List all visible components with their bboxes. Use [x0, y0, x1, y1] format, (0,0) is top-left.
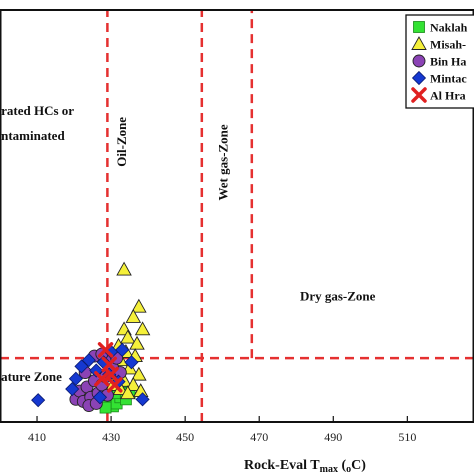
x-axis-title-subscript: max [320, 464, 338, 474]
point-series-1-5 [119, 329, 136, 344]
point-series-1-0 [116, 261, 132, 276]
legend-label-1: Misah- [430, 38, 466, 52]
legend-marker-0 [413, 21, 425, 33]
legend-marker-1 [411, 36, 427, 50]
point-series-3-4 [81, 353, 96, 368]
x-axis: 410 430 450 470 490 510 [28, 416, 416, 444]
point-series-1-1 [131, 298, 147, 313]
x-axis-title: Rock-Eval Tmax (oC) [244, 458, 366, 474]
x-axis-title-unit-subscript: o [346, 464, 351, 474]
legend-label-3: Mintac [430, 72, 467, 86]
point-series-3-9 [124, 355, 139, 370]
legend: Naklah Misah- Bin Ha Mintac Al Hra [405, 14, 474, 109]
x-tick-label-3: 470 [250, 430, 268, 444]
point-series-1-6 [129, 335, 145, 350]
data-points [31, 261, 151, 414]
legend-label-2: Bin Ha [430, 55, 466, 69]
point-series-3-2 [68, 371, 83, 386]
x-tick-label-0: 410 [28, 430, 46, 444]
point-series-3-1 [65, 381, 80, 397]
zone-label-5: ature Zone [1, 369, 62, 384]
legend-marker-2 [412, 54, 426, 68]
point-series-1-13 [131, 366, 147, 381]
x-tick-label-5: 510 [398, 430, 416, 444]
point-series-4-3 [97, 342, 114, 358]
point-series-3-0 [31, 393, 46, 408]
x-tick-label-2: 450 [176, 430, 194, 444]
x-axis-title-unit-end: C) [351, 458, 366, 473]
x-tick-label-1: 430 [102, 430, 120, 444]
zone-label-0: rated HCs or [1, 103, 74, 118]
point-series-4-0 [94, 370, 110, 387]
zone-label-2: Oil-Zone [114, 117, 129, 167]
point-series-3-8 [115, 342, 130, 357]
point-series-1-2 [125, 309, 142, 323]
zone-label-3: Wet gas-Zone [216, 124, 231, 200]
zone-label-4: Dry gas-Zone [300, 288, 376, 303]
point-series-1-15 [125, 376, 142, 391]
legend-label-4: Al Hra [430, 89, 466, 103]
point-series-1-3 [134, 321, 151, 336]
zone-label-1: ntaminated [1, 128, 65, 143]
point-series-1-19 [119, 385, 136, 400]
point-series-3-3 [74, 359, 89, 374]
point-series-3-5 [89, 363, 104, 378]
series-4 [94, 342, 123, 393]
point-series-3-12 [135, 392, 150, 407]
zone-labels: rated HCs or ntaminated Oil-Zone Wet gas-Zo… [1, 103, 376, 384]
legend-marker-4 [411, 87, 427, 103]
x-axis-title-main: Rock-Eval T [244, 458, 320, 473]
legend-label-0: Naklah [430, 21, 468, 35]
point-series-3-10 [92, 390, 108, 405]
legend-marker-3 [411, 70, 427, 86]
point-series-4-4 [103, 366, 119, 383]
x-tick-label-4: 490 [324, 430, 342, 444]
x-axis-title-unit: ( [338, 458, 347, 473]
